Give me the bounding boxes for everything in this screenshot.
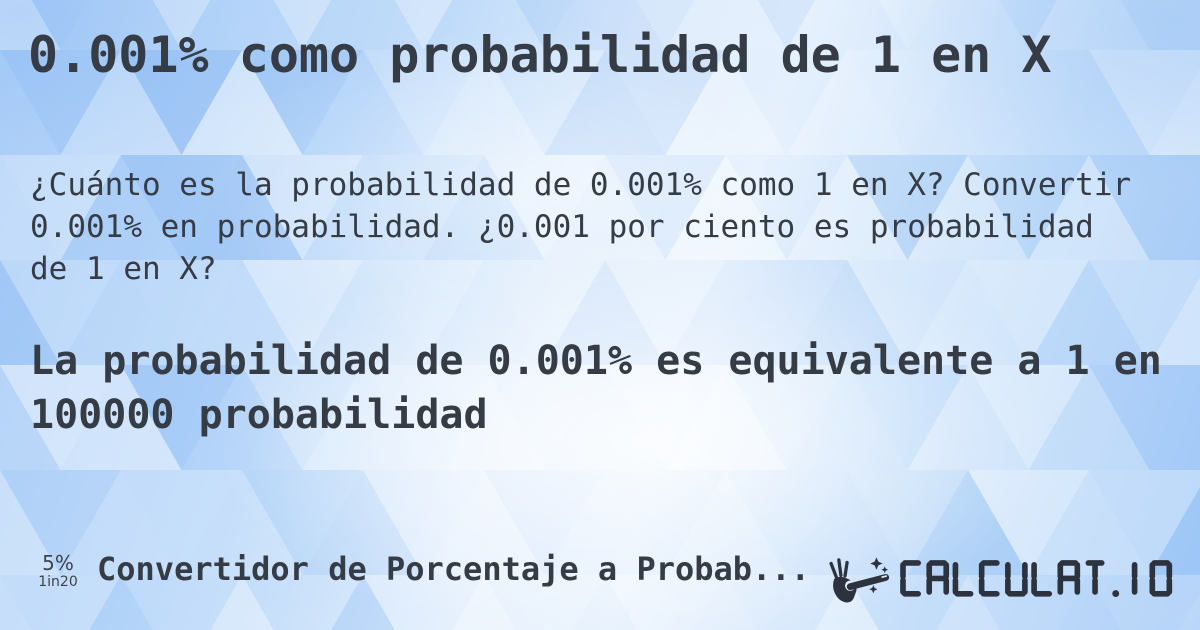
footer: 5% 1in20 Convertidor de Porcentaje a Pro… <box>0 540 1200 610</box>
percentage-probability-badge: 5% 1in20 <box>30 552 86 591</box>
tool-name: Convertidor de Porcentaje a Probab... <box>97 550 810 588</box>
page-title: 0.001% como probabilidad de 1 en X <box>28 26 1052 84</box>
answer-text: La probabilidad de 0.001% es equivalente… <box>30 338 1162 438</box>
description-text: ¿Cuánto es la probabilidad de 0.001% com… <box>30 167 1132 287</box>
badge-odds-label: 1in20 <box>38 574 78 590</box>
magic-wand-icon <box>829 557 890 603</box>
calculatio-wordmark <box>900 560 1173 597</box>
badge-percent-label: 5% <box>42 551 74 575</box>
site-logo[interactable] <box>828 554 1184 606</box>
